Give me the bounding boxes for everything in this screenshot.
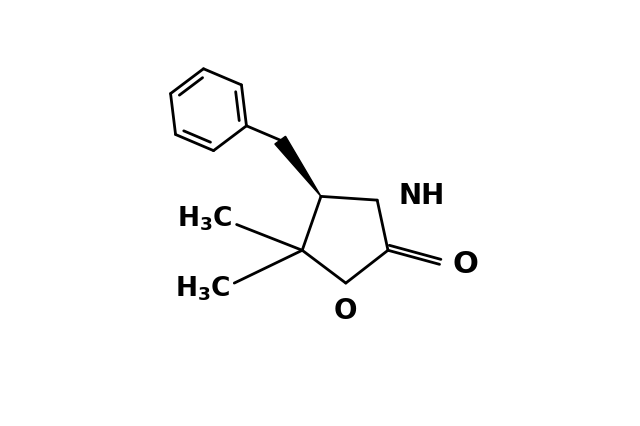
Text: NH: NH [398, 182, 445, 210]
Text: O: O [452, 250, 479, 279]
Polygon shape [275, 136, 321, 196]
Text: O: O [334, 297, 358, 325]
Text: $\mathbf{H_3C}$: $\mathbf{H_3C}$ [175, 274, 230, 303]
Text: O: O [334, 297, 358, 325]
Text: NH: NH [398, 182, 445, 210]
Text: $\mathbf{H_3C}$: $\mathbf{H_3C}$ [177, 204, 233, 233]
Text: O: O [452, 250, 479, 279]
Text: $\mathbf{H_3C}$: $\mathbf{H_3C}$ [177, 204, 233, 233]
Text: $\mathbf{H_3C}$: $\mathbf{H_3C}$ [175, 274, 230, 303]
